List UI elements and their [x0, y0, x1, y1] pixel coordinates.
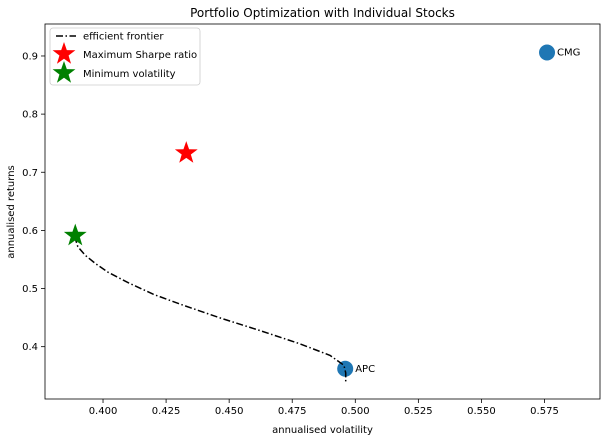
- plot-frame: [44, 23, 601, 400]
- plot-area: 0.400 0.425 0.450 0.475 0.500 0.525 0.550 0.575…: [22, 23, 601, 417]
- legend-max-sharpe-label: Maximum Sharpe ratio: [83, 50, 197, 61]
- stock-label-cmg: CMG: [557, 47, 580, 58]
- x-tick-label: 0.400: [89, 406, 118, 417]
- max-sharpe-star: [174, 141, 198, 163]
- y-tick-label: 0.7: [22, 168, 38, 179]
- x-tick-label: 0.525: [404, 406, 433, 417]
- x-axis-label: annualised volatility: [272, 425, 373, 436]
- x-tick-label: 0.475: [278, 406, 307, 417]
- legend: efficient frontier Maximum Sharpe ratio Mi…: [49, 27, 201, 86]
- y-tick-label: 0.4: [22, 342, 38, 353]
- x-tick-label: 0.575: [530, 406, 559, 417]
- legend-max-sharpe-swatch: [52, 42, 76, 64]
- x-tick-label: 0.450: [215, 406, 244, 417]
- legend-min-volatility-label: Minimum volatility: [83, 69, 176, 80]
- legend-frontier-label: efficient frontier: [83, 32, 164, 43]
- stock-point-apc: [337, 360, 354, 377]
- y-tick-label: 0.6: [22, 226, 38, 237]
- x-tick-label: 0.500: [341, 406, 370, 417]
- stock-label-apc: APC: [355, 364, 375, 375]
- y-tick-label: 0.8: [22, 110, 38, 121]
- min-volatility-star: [63, 223, 87, 246]
- x-tick-label: 0.425: [152, 406, 181, 417]
- y-tick-label: 0.5: [22, 284, 38, 295]
- legend-box: [49, 27, 201, 86]
- y-axis-label: annualised returns: [6, 165, 17, 259]
- y-tick-label: 0.9: [22, 51, 38, 62]
- stock-point-cmg: [539, 44, 556, 61]
- chart-title: Portfolio Optimization with Individual S…: [190, 6, 455, 20]
- legend-min-volatility-swatch: [52, 61, 76, 83]
- x-tick-label: 0.550: [467, 406, 496, 417]
- efficient-frontier-line: [73, 235, 347, 382]
